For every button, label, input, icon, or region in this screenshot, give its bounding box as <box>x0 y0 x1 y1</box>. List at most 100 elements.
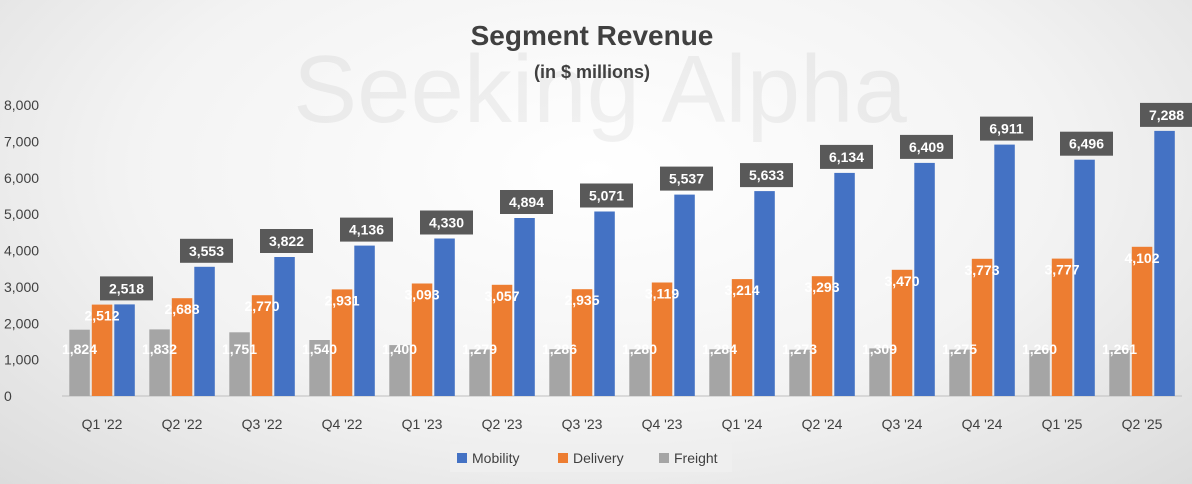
bar-delivery <box>91 304 113 396</box>
legend-label-mobility: Mobility <box>472 450 519 466</box>
bar-delivery <box>1131 246 1153 396</box>
y-tick-label: 6,000 <box>4 170 39 186</box>
x-tick-label: Q4 '22 <box>322 416 363 432</box>
data-label-delivery: 3,057 <box>484 288 519 304</box>
bar-mobility <box>514 218 535 396</box>
data-label-freight: 1,280 <box>622 341 657 357</box>
data-label-mobility: 6,911 <box>989 121 1023 137</box>
x-tick-label: Q1 '23 <box>402 416 443 432</box>
bar-delivery <box>651 282 673 396</box>
data-label-delivery: 2,688 <box>164 301 199 317</box>
bar-freight <box>789 349 810 396</box>
mobility-label-box <box>340 217 393 242</box>
bar-freight <box>149 329 170 396</box>
y-tick-label: 5,000 <box>4 206 39 222</box>
bar-freight <box>549 349 570 396</box>
x-tick-label: Q2 '24 <box>802 416 843 432</box>
y-tick-label: 1,000 <box>4 352 39 368</box>
mobility-label-box <box>420 210 473 235</box>
bar-delivery <box>171 298 193 396</box>
data-label-mobility: 7,288 <box>1149 107 1184 123</box>
chart-subtitle: (in $ millions) <box>534 62 650 82</box>
mobility-label-box <box>820 144 873 169</box>
data-label-mobility: 6,409 <box>909 139 944 155</box>
data-label-delivery: 3,119 <box>645 286 679 302</box>
data-label-freight: 1,261 <box>1102 341 1137 357</box>
data-label-mobility: 3,822 <box>269 233 304 249</box>
x-tick-label: Q4 '23 <box>642 416 683 432</box>
data-label-delivery: 3,470 <box>884 273 919 289</box>
bar-delivery <box>491 284 513 396</box>
bar-delivery <box>331 289 353 396</box>
bar-freight <box>1029 350 1050 396</box>
data-label-freight: 1,751 <box>222 341 257 357</box>
mobility-label-box <box>260 229 313 253</box>
data-label-freight: 1,284 <box>702 341 737 357</box>
data-labels-group: 1,824 1,832 1,751 1,540 1,400 1,279 1,286 1,280… <box>62 102 1192 357</box>
x-tick-label: Q2 '23 <box>482 416 523 432</box>
x-tick-label: Q1 '22 <box>82 416 123 432</box>
data-label-freight: 1,273 <box>782 341 817 357</box>
legend-swatch-mobility <box>457 453 467 463</box>
legend: Mobility Delivery Freight <box>450 444 732 472</box>
y-tick-label: 7,000 <box>4 133 39 149</box>
mobility-label-box <box>100 276 153 301</box>
data-label-mobility: 2,518 <box>109 280 144 296</box>
x-tick-label: Q3 '22 <box>242 416 283 432</box>
bar-delivery <box>891 269 913 396</box>
data-label-mobility: 5,537 <box>669 171 704 187</box>
data-label-delivery: 2,935 <box>564 292 599 308</box>
bar-mobility <box>914 162 935 396</box>
data-label-freight: 1,260 <box>1022 341 1057 357</box>
bar-delivery <box>731 279 753 396</box>
legend-swatch-delivery <box>558 453 568 463</box>
mobility-label-box <box>580 183 633 208</box>
data-label-mobility: 5,633 <box>749 167 784 183</box>
bar-freight <box>229 332 250 396</box>
bar-mobility <box>994 144 1015 396</box>
mobility-label-box <box>980 116 1033 141</box>
y-tick-label: 8,000 <box>4 97 39 113</box>
bar-freight <box>309 340 330 396</box>
bar-freight <box>949 349 970 396</box>
legend-swatch-freight <box>659 453 669 463</box>
data-label-delivery: 3,293 <box>804 279 839 295</box>
x-tick-label: Q2 '25 <box>1122 416 1163 432</box>
data-label-mobility: 4,894 <box>509 194 544 210</box>
data-label-freight: 1,832 <box>142 341 177 357</box>
data-label-mobility: 6,134 <box>829 149 864 165</box>
x-tick-label: Q3 '23 <box>562 416 603 432</box>
data-label-freight: 1,275 <box>942 341 977 357</box>
data-label-delivery: 3,777 <box>1044 262 1079 278</box>
bar-mobility <box>194 266 215 396</box>
data-label-freight: 1,279 <box>462 341 497 357</box>
data-label-mobility: 5,071 <box>589 188 624 204</box>
x-tick-label: Q1 '25 <box>1042 416 1083 432</box>
data-label-freight: 1,400 <box>382 341 417 357</box>
mobility-label-box <box>180 238 233 263</box>
mobility-label-box <box>900 134 953 159</box>
data-label-mobility: 3,553 <box>189 243 224 259</box>
data-label-delivery: 3,093 <box>404 287 439 303</box>
bar-freight <box>69 329 90 396</box>
bar-mobility <box>754 191 775 396</box>
y-tick-label: 4,000 <box>4 243 39 259</box>
chart-title: Segment Revenue <box>471 20 714 51</box>
bar-delivery <box>571 289 593 396</box>
bar-mobility <box>354 245 375 396</box>
legend-background <box>450 444 732 472</box>
data-label-mobility: 4,330 <box>429 215 464 231</box>
bar-mobility <box>114 304 135 396</box>
x-tick-label: Q1 '24 <box>722 416 763 432</box>
y-tick-label: 3,000 <box>4 279 39 295</box>
x-tick-label: Q2 '22 <box>162 416 203 432</box>
bar-delivery <box>251 295 273 396</box>
x-tick-label: Q3 '24 <box>882 416 923 432</box>
bar-delivery <box>1051 258 1073 396</box>
bar-delivery <box>971 258 993 396</box>
watermark-text: Seeking Alpha <box>293 36 907 143</box>
data-label-delivery: 3,773 <box>964 262 999 278</box>
mobility-label-box <box>1140 102 1192 127</box>
bar-mobility <box>674 194 695 396</box>
